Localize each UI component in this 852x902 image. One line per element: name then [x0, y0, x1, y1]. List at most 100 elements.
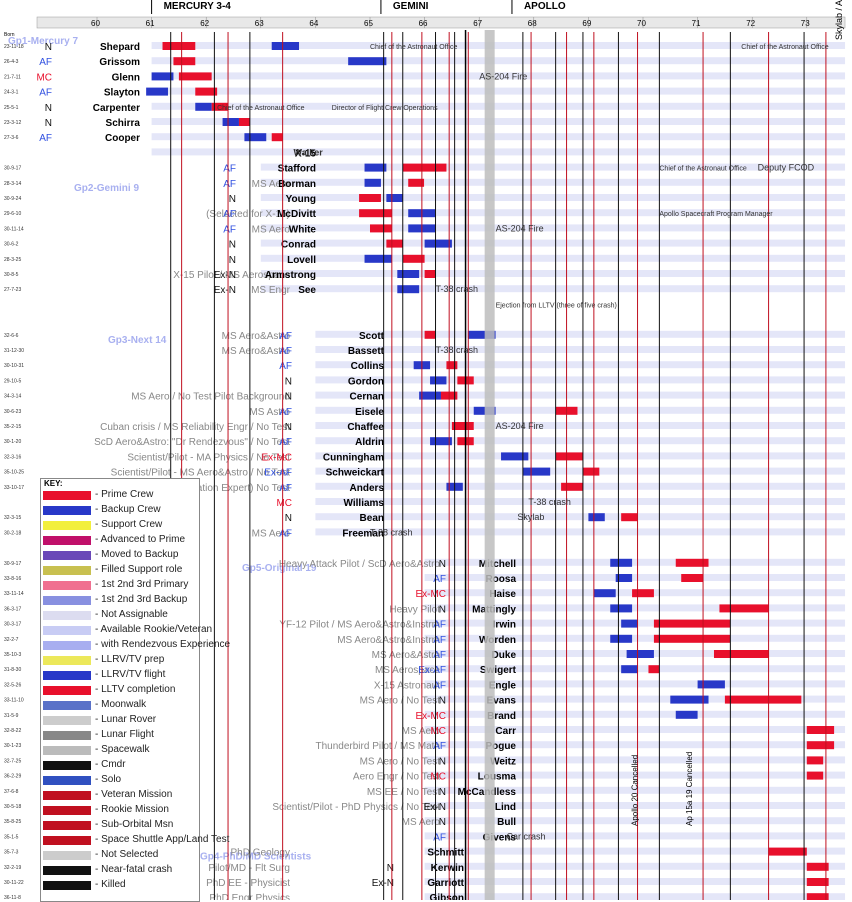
chart-key: KEY: - Prime Crew - Backup Crew - Support …	[40, 478, 230, 902]
service-branch: Ex-AF	[418, 665, 446, 676]
prime-crew-bar	[806, 741, 835, 750]
backup-crew-bar	[588, 513, 605, 522]
birth-date: 33-11-10	[4, 698, 24, 704]
service-branch: N	[285, 513, 292, 524]
prime-crew-bar	[806, 878, 829, 886]
birth-date: 30-3-17	[4, 622, 21, 628]
astronaut-name: Carr	[495, 726, 516, 737]
backup-crew-bar	[430, 376, 447, 385]
backup-crew-bar	[386, 194, 403, 202]
astronaut-description: Cuban crisis / MS Reliability Engr / No …	[100, 422, 290, 433]
key-label: - Filled Support role	[95, 564, 183, 575]
annotation: Director of Flight Crew Operations	[332, 105, 438, 112]
astronaut-name: Gibson	[430, 893, 464, 900]
availability-band	[424, 756, 846, 764]
birth-date: 35-7-3	[4, 850, 19, 856]
service-branch: N	[285, 422, 292, 433]
key-label: - 1st 2nd 3rd Primary	[95, 579, 189, 590]
prime-crew-bar	[238, 118, 250, 126]
key-swatch	[43, 626, 91, 635]
prime-crew-bar	[162, 42, 196, 50]
astronaut-name: Schmitt	[427, 848, 464, 859]
birth-date: 30-9-17	[4, 561, 21, 567]
key-item: - Backup Crew	[43, 504, 198, 517]
key-label: - Moonwalk	[95, 699, 147, 710]
annotation: T-38 crash	[528, 497, 571, 507]
key-item: - LLRV/TV flight	[43, 669, 198, 682]
annotation: AS-204 Fire	[496, 421, 544, 431]
astronaut-name: Cunningham	[323, 452, 384, 463]
birth-date: 32-6-6	[4, 333, 19, 339]
key-swatch	[43, 671, 91, 680]
service-branch: AF	[433, 635, 446, 646]
service-branch: Ex-N	[214, 285, 236, 296]
service-branch: AF	[433, 741, 446, 752]
key-swatch	[43, 851, 91, 860]
service-branch: AF	[279, 407, 292, 418]
prime-crew-bar	[408, 178, 425, 187]
availability-band	[424, 817, 846, 825]
availability-band	[424, 604, 846, 612]
key-swatch	[43, 521, 91, 530]
birth-date: 35-8-25	[4, 819, 21, 825]
key-item: - Solo	[43, 774, 198, 787]
prime-crew-bar	[402, 163, 447, 172]
birth-date: 30-1-20	[4, 439, 21, 445]
prime-crew-bar	[582, 467, 600, 476]
key-item: - Spacewalk	[43, 744, 198, 757]
availability-band	[151, 148, 846, 156]
annotation: Ejection from LLTV (three of five crash)	[496, 302, 617, 309]
birth-date: 35-10-25	[4, 470, 24, 476]
astronaut-name: Brand	[487, 711, 516, 722]
service-branch: N	[439, 756, 446, 767]
prime-crew-bar	[632, 589, 654, 598]
birth-date: 30-8-5	[4, 272, 19, 278]
birth-date: 23-3-12	[4, 120, 21, 126]
astronaut-name: Conrad	[281, 240, 316, 251]
backup-crew-bar	[348, 57, 387, 66]
service-branch: N	[285, 376, 292, 387]
astronaut-name: Schweickart	[326, 468, 385, 479]
astronaut-name: Schirra	[106, 118, 141, 129]
service-branch: N	[45, 42, 52, 53]
birth-date: 33-8-16	[4, 576, 21, 582]
astronaut-name: Eisele	[355, 407, 384, 418]
prime-crew-bar	[768, 847, 807, 856]
availability-band	[151, 57, 846, 65]
annotation: Ap 15a 19 Cancelled	[685, 752, 694, 826]
key-item: - Not Assignable	[43, 609, 198, 622]
prime-crew-bar	[675, 558, 709, 567]
astronaut-name: Evans	[487, 696, 517, 707]
key-item: - Moved to Backup	[43, 549, 198, 562]
astronaut-name: Mitchell	[479, 559, 516, 570]
year-tick: 65	[364, 19, 373, 28]
service-branch: AF	[279, 437, 292, 448]
service-branch: AF	[279, 331, 292, 342]
availability-band	[424, 574, 846, 581]
key-label: - Advanced to Prime	[95, 534, 186, 545]
astronaut-description: Scientist/Pilot - MA Physics / No Test	[127, 452, 290, 463]
annotation: T-38 crash	[370, 527, 413, 537]
key-label: - 1st 2nd 3rd Backup	[95, 594, 188, 605]
backup-crew-bar	[271, 42, 300, 50]
service-branch: AF	[279, 346, 292, 357]
astronaut-description: X-15 Pilot / MS Aerospace	[173, 270, 290, 281]
astronaut-name: Cooper	[105, 133, 140, 144]
astronaut-name: Cernan	[350, 392, 384, 403]
group-label: Gp1-Mercury 7	[8, 36, 78, 47]
birth-date: 30-6-23	[4, 409, 21, 415]
prime-crew-bar	[806, 726, 835, 734]
astronaut-name: White	[289, 224, 317, 235]
annotation: Apollo Spacecraft Program Manager	[659, 211, 773, 218]
astronaut-name: Bean	[360, 513, 384, 524]
prime-crew-bar	[359, 209, 392, 218]
year-tick: 72	[746, 19, 755, 28]
availability-band	[424, 634, 846, 642]
backup-crew-bar	[697, 680, 725, 689]
backup-crew-bar	[501, 452, 529, 461]
prime-crew-bar	[424, 330, 436, 339]
birth-date: 30-9-24	[4, 196, 21, 202]
astronaut-name: Gordon	[348, 376, 384, 387]
key-swatch	[43, 491, 91, 500]
astronaut-name: X-15	[295, 148, 317, 159]
